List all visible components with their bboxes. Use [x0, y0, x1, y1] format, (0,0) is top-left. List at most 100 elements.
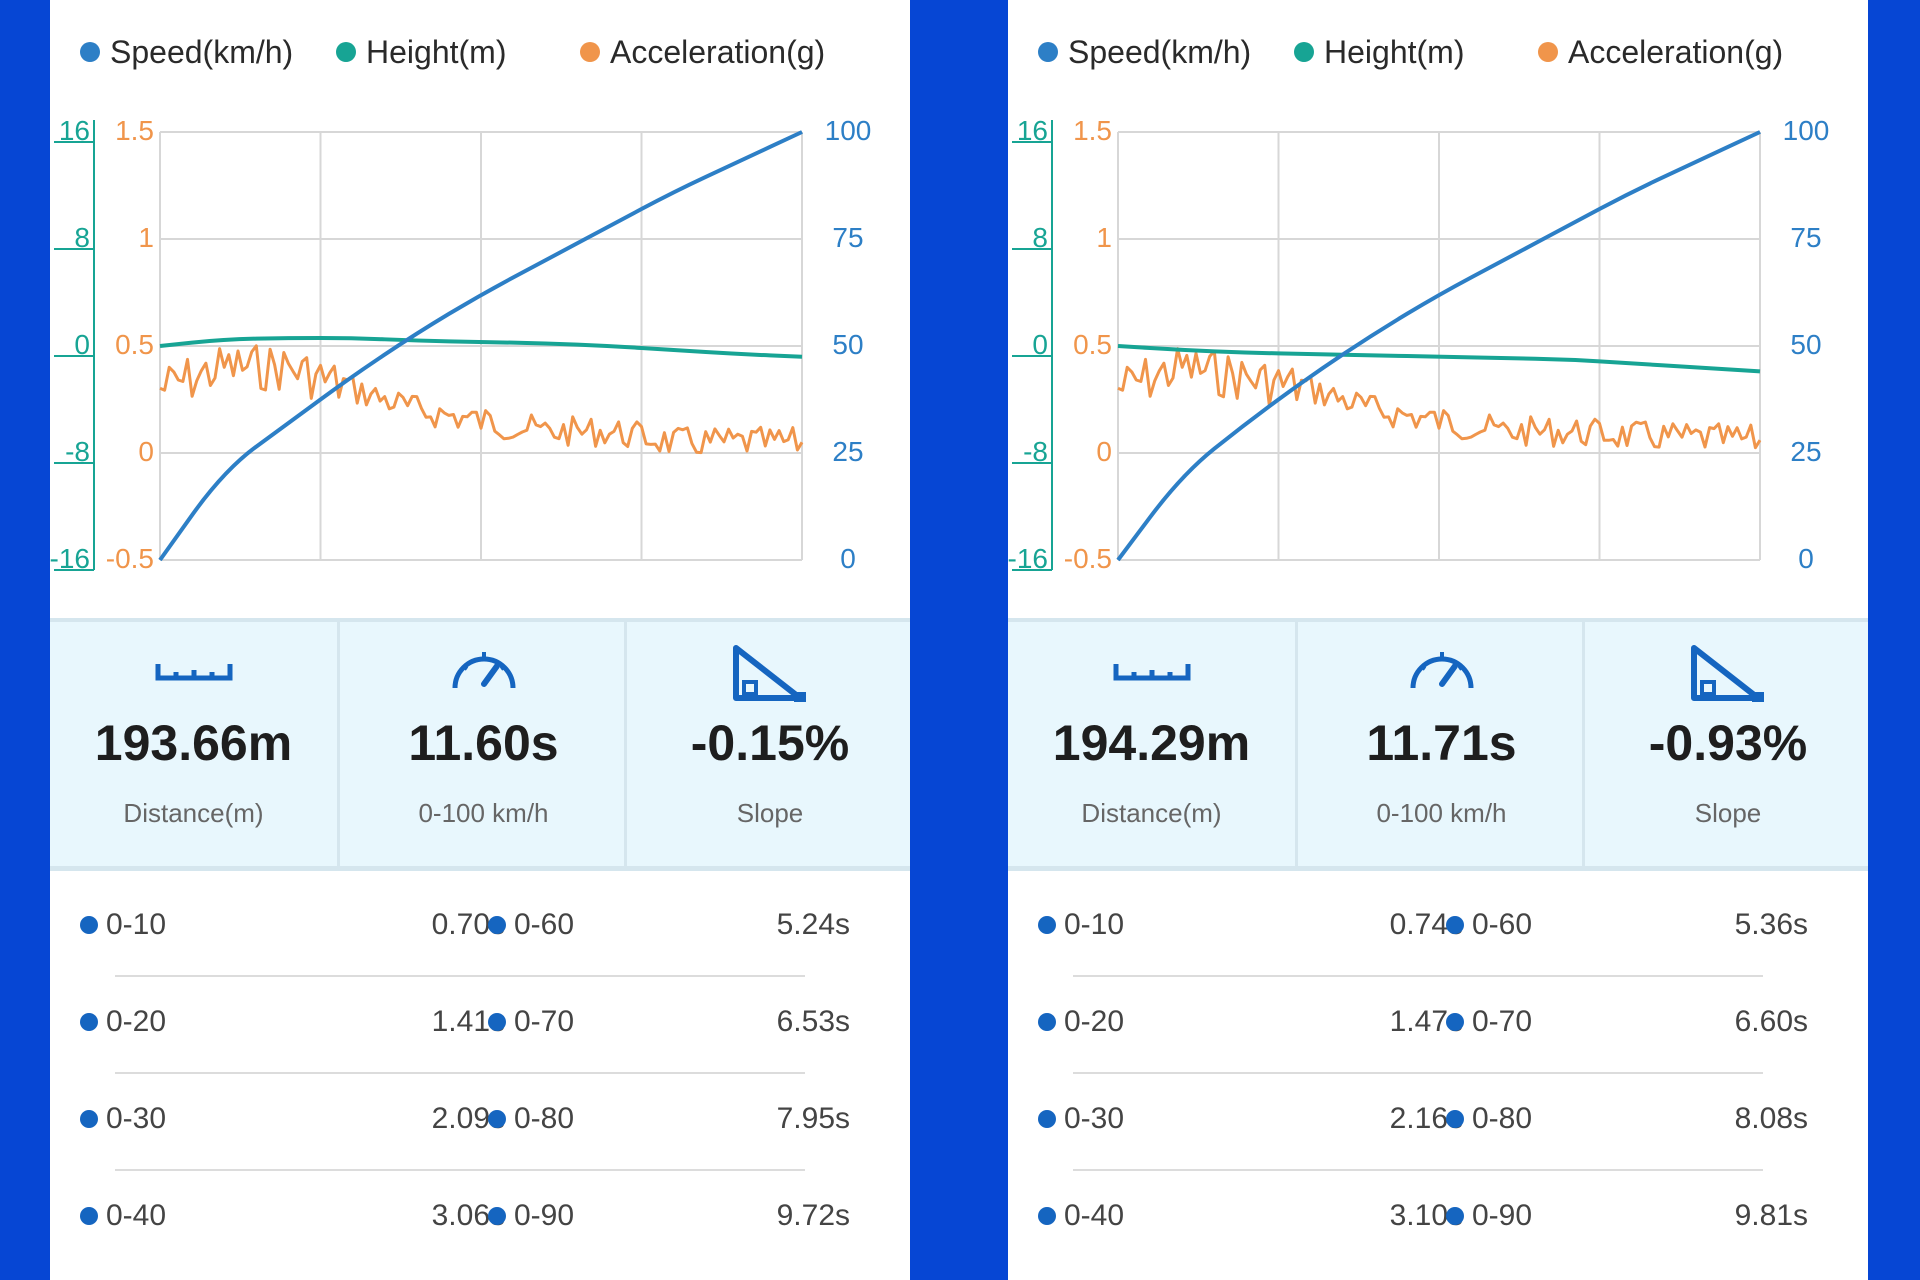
stats-bar: 193.66m Distance(m) 11.60s 0-100 km/h -0… — [50, 618, 910, 871]
slope-label: Slope — [1694, 798, 1762, 828]
row-divider — [115, 975, 805, 977]
bullet-dot-icon — [488, 1110, 506, 1128]
slope-icon — [733, 645, 806, 702]
chart-lines — [158, 130, 804, 562]
legend-acceleration-label: Acceleration(g) — [610, 33, 826, 70]
legend-speed[interactable]: Speed(km/h) — [1038, 30, 1251, 74]
speed-tick-label: 75 — [832, 222, 863, 253]
stat-distance: 194.29m Distance(m) — [1008, 622, 1295, 866]
time-row: 0-20 1.41s 0-70 6.53s — [50, 977, 910, 1074]
row-divider — [1073, 1169, 1763, 1171]
time-value: 11.71s — [1366, 715, 1517, 771]
row-divider — [1073, 975, 1763, 977]
interval-time: 6.53s — [776, 1005, 850, 1038]
bullet-dot-icon — [488, 1207, 506, 1225]
stats-bar: 194.29m Distance(m) 11.71s 0-100 km/h -0… — [1008, 618, 1868, 871]
interval-time: 3.06s — [431, 1199, 505, 1232]
legend-height-label: Height(m) — [1324, 33, 1465, 70]
chart-legend: Speed(km/h) Height(m) Acceleration(g) — [1008, 30, 1868, 74]
bullet-dot-icon — [80, 1013, 98, 1031]
acceleration-tick-label: 0 — [138, 436, 154, 467]
interval-label: 0-80 — [488, 1102, 574, 1136]
legend-acceleration[interactable]: Acceleration(g) — [1538, 30, 1783, 74]
stat-time: 11.60s 0-100 km/h — [337, 622, 627, 866]
bullet-dot-icon — [1038, 1207, 1056, 1225]
time-row: 0-10 0.70s 0-60 5.24s — [50, 880, 910, 977]
interval-label: 0-30 — [80, 1102, 166, 1136]
interval-time: 1.41s — [431, 1005, 505, 1038]
speed-tick-label: 75 — [1790, 222, 1821, 253]
height-tick-label: -16 — [1008, 543, 1048, 574]
bullet-dot-icon — [1446, 1013, 1464, 1031]
chart-ticks: 16 8 0 -8 -16 1.5 1 0.5 0 -0.5 100 75 50 25 0 — [50, 115, 871, 574]
row-divider — [115, 1072, 805, 1074]
time-row: 0-40 3.06s 0-90 9.72s — [50, 1171, 910, 1268]
interval-time: 3.10s — [1389, 1199, 1463, 1232]
interval-time: 2.16s — [1389, 1102, 1463, 1135]
height-tick-label: 8 — [1032, 222, 1048, 253]
time-row: 0-10 0.74s 0-60 5.36s — [1008, 880, 1868, 977]
bullet-dot-icon — [1038, 916, 1056, 934]
ruler-icon — [1113, 664, 1190, 681]
interval-time: 9.81s — [1734, 1199, 1808, 1232]
legend-speed-label: Speed(km/h) — [1068, 33, 1252, 70]
interval-label: 0-40 — [80, 1199, 166, 1233]
speed-tick-label: 50 — [832, 329, 863, 360]
row-divider — [115, 1169, 805, 1171]
height-tick-label: 0 — [74, 329, 90, 360]
chart-lines — [1116, 130, 1762, 562]
result-panel-left: Speed(km/h) Height(m) Acceleration(g) 16… — [50, 0, 910, 1280]
stat-distance: 193.66m Distance(m) — [50, 622, 337, 866]
height-tick-label: 16 — [1017, 115, 1048, 146]
bullet-dot-icon — [1038, 1013, 1056, 1031]
acceleration-tick-label: 1 — [1096, 222, 1112, 253]
acceleration-dot-icon — [1538, 42, 1558, 62]
chart-legend: Speed(km/h) Height(m) Acceleration(g) — [50, 30, 910, 74]
chart-grid — [54, 120, 803, 571]
interval-label: 0-70 — [1446, 1005, 1532, 1039]
acceleration-tick-label: 0.5 — [1073, 329, 1112, 360]
legend-acceleration[interactable]: Acceleration(g) — [580, 30, 825, 74]
height-dot-icon — [1294, 42, 1314, 62]
height-tick-label: 16 — [59, 115, 90, 146]
legend-speed-label: Speed(km/h) — [110, 33, 294, 70]
speed-dot-icon — [1038, 42, 1058, 62]
bullet-dot-icon — [1446, 1110, 1464, 1128]
acceleration-dot-icon — [580, 42, 600, 62]
bullet-dot-icon — [80, 1207, 98, 1225]
speedometer-icon — [452, 652, 515, 689]
result-panel-right: Speed(km/h) Height(m) Acceleration(g) 16… — [1008, 0, 1868, 1280]
stat-slope: -0.93% Slope — [1582, 622, 1868, 866]
interval-times: 0-10 0.70s 0-60 5.24s 0-20 1.41s 0-70 6.… — [50, 880, 910, 1280]
legend-speed[interactable]: Speed(km/h) — [80, 30, 293, 74]
speed-tick-label: 100 — [1783, 115, 1830, 146]
stat-slope: -0.15% Slope — [624, 622, 910, 866]
interval-label: 0-90 — [488, 1199, 574, 1233]
slope-value: -0.93% — [1648, 715, 1808, 771]
interval-label: 0-10 — [80, 908, 166, 942]
legend-height[interactable]: Height(m) — [336, 30, 506, 74]
speed-tick-label: 50 — [1790, 329, 1821, 360]
interval-time: 0.74s — [1389, 908, 1463, 941]
interval-label: 0-90 — [1446, 1199, 1532, 1233]
time-label: 0-100 km/h — [1376, 798, 1507, 828]
interval-label: 0-40 — [1038, 1199, 1124, 1233]
interval-time: 8.08s — [1734, 1102, 1808, 1135]
interval-time: 9.72s — [776, 1199, 850, 1232]
acceleration-tick-label: 1 — [138, 222, 154, 253]
legend-height[interactable]: Height(m) — [1294, 30, 1464, 74]
interval-time: 2.09s — [431, 1102, 505, 1135]
interval-label: 0-60 — [488, 908, 574, 942]
height-tick-label: -16 — [50, 543, 90, 574]
speed-tick-label: 100 — [825, 115, 872, 146]
bullet-dot-icon — [1446, 1207, 1464, 1225]
time-row: 0-20 1.47s 0-70 6.60s — [1008, 977, 1868, 1074]
ruler-icon — [155, 664, 232, 681]
performance-chart: 16 8 0 -8 -16 1.5 1 0.5 0 -0.5 100 75 50 25 0 — [1008, 115, 1830, 574]
slope-label: Slope — [736, 798, 804, 828]
speed-tick-label: 25 — [1790, 436, 1821, 467]
bullet-dot-icon — [80, 916, 98, 934]
speed-tick-label: 25 — [832, 436, 863, 467]
performance-chart: 16 8 0 -8 -16 1.5 1 0.5 0 -0.5 100 75 50 25 0 — [50, 115, 871, 574]
interval-time: 6.60s — [1734, 1005, 1808, 1038]
